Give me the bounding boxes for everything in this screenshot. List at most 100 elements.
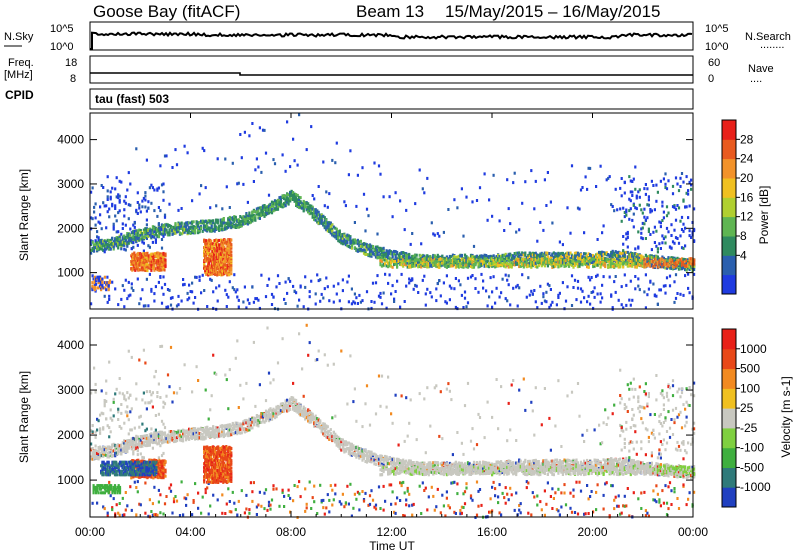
- echo-cell: [534, 254, 537, 258]
- echo-cell: [162, 229, 165, 233]
- echo-cell: [296, 203, 299, 206]
- echo-cell: [638, 188, 641, 192]
- echo-cell: [503, 259, 506, 263]
- echo-cell: [388, 273, 391, 277]
- echo-cell: [415, 259, 418, 263]
- echo-cell: [320, 292, 323, 296]
- echo-cell: [466, 256, 470, 260]
- echo-cell: [388, 262, 391, 266]
- echo-cell: [200, 219, 203, 223]
- echo-cell: [380, 302, 384, 306]
- echo-cell: [448, 261, 451, 265]
- echo-cell: [195, 222, 198, 226]
- echo-cell: [423, 254, 426, 258]
- echo-cell: [328, 224, 331, 228]
- echo-cell: [123, 247, 126, 251]
- echo-cell: [521, 253, 524, 257]
- echo-cell: [453, 287, 456, 291]
- echo-cell: [108, 215, 111, 219]
- echo-cell: [635, 207, 638, 211]
- echo-cell: [198, 220, 201, 224]
- echo-cell: [589, 166, 592, 170]
- echo-cell: [182, 231, 185, 235]
- echo-cell: [212, 290, 215, 294]
- echo-cell: [433, 263, 436, 267]
- echo-cell: [543, 262, 546, 266]
- echo-cell: [157, 206, 160, 209]
- echo-cell: [272, 209, 275, 213]
- echo-cell: [380, 264, 384, 268]
- echo-cell: [631, 194, 634, 197]
- echo-cell: [100, 227, 103, 231]
- echo-cell: [267, 193, 271, 197]
- echo-cell: [323, 219, 326, 223]
- echo-cell: [146, 269, 149, 273]
- echo-cell: [450, 259, 453, 262]
- echo-cell: [177, 294, 180, 298]
- echo-cell: [207, 227, 210, 230]
- echo-cell: [147, 244, 150, 248]
- echo-cell: [566, 206, 569, 210]
- echo-cell: [438, 255, 441, 259]
- echo-cell: [506, 257, 509, 261]
- echo-cell: [308, 204, 311, 208]
- echo-cell: [278, 199, 281, 203]
- echo-cell: [245, 221, 248, 225]
- echo-cell: [218, 228, 221, 231]
- echo-cell: [94, 242, 97, 246]
- echo-cell: [126, 188, 129, 192]
- echo-cell: [570, 274, 574, 278]
- echo-cell: [120, 232, 123, 236]
- echo-cell: [112, 242, 115, 246]
- echo-cell: [118, 209, 121, 213]
- echo-cell: [527, 264, 530, 268]
- echo-cell: [409, 242, 412, 246]
- echo-cell: [447, 261, 450, 265]
- echo-cell: [347, 173, 350, 177]
- echo-cell: [534, 258, 537, 262]
- echo-cell: [162, 182, 165, 186]
- echo-cell: [512, 286, 515, 290]
- echo-cell: [477, 265, 480, 269]
- echo-cell: [498, 255, 501, 259]
- echo-cell: [111, 244, 114, 248]
- echo-cell: [626, 236, 629, 239]
- echo-cell: [160, 238, 164, 241]
- echo-cell: [661, 200, 664, 204]
- echo-cell: [448, 254, 451, 258]
- echo-cell: [516, 257, 519, 261]
- echo-cell: [142, 236, 145, 240]
- echo-cell: [221, 220, 224, 224]
- echo-cell: [417, 291, 420, 294]
- echo-cell: [456, 264, 459, 268]
- echo-cell: [90, 251, 93, 255]
- echo-cell: [640, 231, 643, 235]
- echo-cell: [519, 260, 522, 264]
- echo-cell: [150, 233, 153, 237]
- nsearch-tick-bottom: 10^0: [705, 41, 729, 53]
- echo-cell: [405, 284, 408, 288]
- echo-cell: [380, 247, 384, 251]
- echo-cell: [534, 251, 537, 255]
- echo-cell: [320, 219, 323, 223]
- echo-cell: [596, 273, 599, 277]
- echo-cell: [166, 224, 170, 228]
- echo-cell: [270, 208, 274, 212]
- echo-cell: [132, 223, 135, 227]
- echo-cell: [545, 251, 548, 255]
- echo-cell: [483, 255, 486, 259]
- echo-cell: [216, 299, 219, 303]
- echo-cell: [498, 261, 501, 265]
- echo-cell: [328, 230, 331, 233]
- echo-cell: [237, 181, 240, 185]
- echo-cell: [252, 209, 255, 213]
- echo-cell: [289, 279, 292, 283]
- echo-cell: [601, 296, 604, 300]
- echo-cell: [599, 300, 602, 304]
- echo-cell: [239, 224, 242, 228]
- echo-cell: [418, 258, 421, 262]
- echo-cell: [120, 241, 123, 245]
- echo-cell: [418, 253, 421, 257]
- echo-cell: [405, 257, 408, 261]
- echo-cell: [610, 294, 613, 298]
